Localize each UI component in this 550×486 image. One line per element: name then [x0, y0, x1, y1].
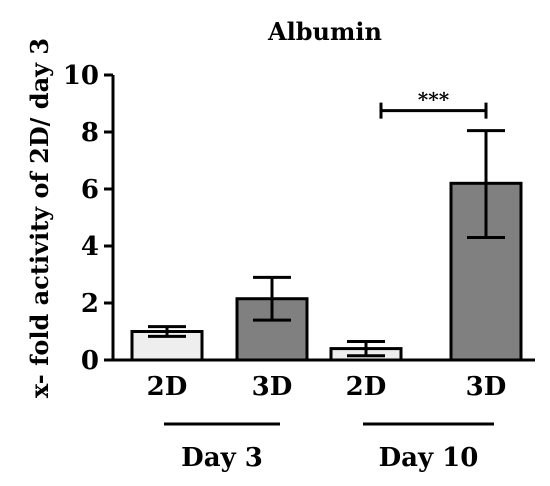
x-tick-label: 3D [466, 372, 507, 402]
significance-label: *** [418, 88, 450, 112]
group-label: Day 3 [181, 443, 263, 473]
y-tick-label: 8 [81, 118, 99, 148]
x-tick-label: 2D [346, 372, 387, 402]
y-tick-label: 4 [81, 232, 99, 262]
y-tick-label: 0 [81, 346, 99, 376]
plot-area: 0 2 4 6 8 10 2D 3D 2D 3D Day 3 Day 10 *** [63, 61, 535, 473]
group-label: Day 10 [379, 443, 479, 473]
x-tick-label: 3D [252, 372, 293, 402]
y-tick-label: 10 [63, 61, 99, 91]
y-tick-label: 2 [81, 289, 99, 319]
chart-title: Albumin [267, 17, 382, 46]
y-axis-label: x- fold activity of 2D/ day 3 [25, 38, 54, 398]
x-tick-label: 2D [147, 372, 188, 402]
y-tick-label: 6 [81, 175, 99, 205]
